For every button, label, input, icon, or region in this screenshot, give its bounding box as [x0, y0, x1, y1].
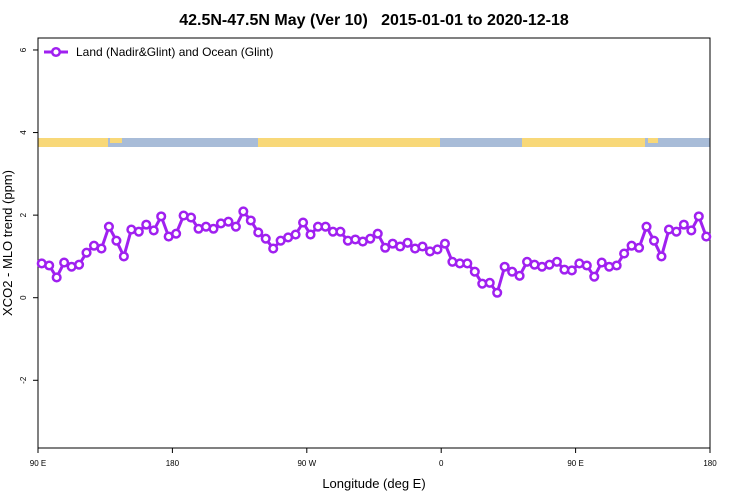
point: [74, 259, 85, 270]
y-tick-label: 2: [19, 212, 28, 217]
point: [81, 247, 92, 258]
land-band: [648, 138, 658, 143]
point: [551, 256, 562, 267]
point: [648, 235, 660, 246]
y-axis-label: XCO2 - MLO trend (ppm): [0, 170, 15, 316]
point: [103, 221, 114, 232]
point: [566, 265, 577, 276]
point: [596, 257, 607, 268]
point: [589, 271, 600, 282]
point: [634, 242, 645, 253]
point: [305, 229, 316, 240]
point: [402, 237, 413, 248]
x-tick-label: 90 E: [567, 459, 583, 468]
point: [417, 241, 428, 252]
point: [686, 225, 697, 236]
point: [507, 266, 518, 277]
point: [619, 248, 630, 259]
point: [245, 215, 256, 226]
land-band: [258, 138, 440, 147]
legend-label: Land (Nadir&Glint) and Ocean (Glint): [76, 45, 273, 59]
point: [230, 221, 241, 232]
point: [611, 260, 622, 271]
point: [238, 206, 249, 217]
point: [253, 227, 264, 238]
point: [439, 238, 450, 249]
point: [678, 219, 689, 230]
point: [260, 233, 271, 244]
point: [365, 233, 376, 244]
point: [335, 226, 346, 237]
point: [462, 258, 473, 269]
x-tick-label: 180: [703, 459, 717, 468]
point: [499, 261, 510, 272]
point: [186, 212, 197, 223]
land-band: [522, 138, 645, 147]
point: [641, 221, 652, 232]
y-tick-label: 6: [19, 47, 28, 52]
y-tick-label: 0: [19, 295, 28, 300]
y-tick-label: 4: [19, 130, 28, 135]
point: [290, 229, 301, 240]
point: [208, 223, 219, 234]
point: [320, 221, 331, 232]
point: [432, 244, 443, 255]
point: [156, 211, 167, 222]
point: [514, 270, 525, 281]
x-tick-label: 90 E: [30, 459, 46, 468]
land-band: [110, 138, 122, 143]
point: [223, 216, 234, 227]
point: [148, 225, 159, 236]
point: [484, 277, 495, 288]
point: [380, 242, 391, 253]
point: [395, 241, 406, 252]
point: [492, 287, 503, 298]
point: [693, 211, 704, 222]
x-axis-label: Longitude (deg E): [322, 476, 425, 491]
legend-marker: [50, 46, 62, 58]
x-tick-label: 90 W: [297, 459, 316, 468]
point: [96, 243, 107, 254]
point: [59, 257, 70, 268]
x-tick-label: 0: [439, 459, 444, 468]
point: [44, 260, 55, 271]
point: [372, 228, 383, 239]
y-tick-label: -2: [19, 376, 28, 384]
point: [171, 228, 182, 239]
point: [133, 226, 144, 237]
point: [51, 272, 62, 283]
point: [268, 243, 279, 254]
chart-title: 42.5N-47.5N May (Ver 10) 2015-01-01 to 2…: [179, 12, 569, 29]
point: [111, 235, 122, 246]
point: [298, 217, 309, 228]
point: [581, 260, 592, 271]
point: [701, 231, 712, 242]
land-ocean-strip: [38, 138, 710, 147]
point: [118, 251, 129, 262]
point: [469, 266, 480, 277]
plot-frame: [37, 37, 711, 449]
land-band: [38, 138, 108, 147]
point: [141, 219, 152, 230]
x-tick-label: 180: [166, 459, 180, 468]
point: [656, 251, 667, 262]
point: [671, 226, 682, 237]
